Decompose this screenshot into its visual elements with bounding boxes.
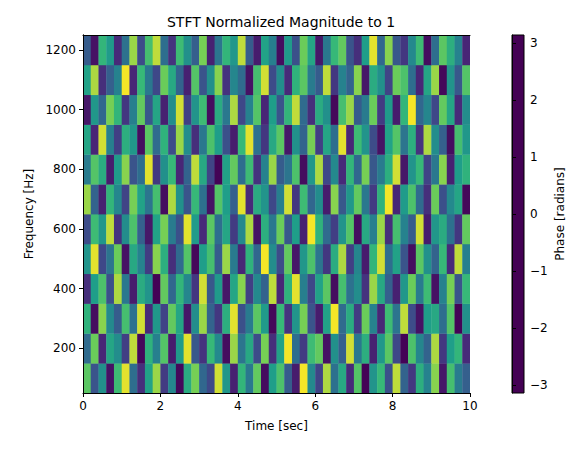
svg-text:0: 0 xyxy=(79,399,87,413)
svg-text:6: 6 xyxy=(311,399,319,413)
svg-text:0: 0 xyxy=(530,207,538,221)
svg-text:STFT Normalized Magnitude to 1: STFT Normalized Magnitude to 1 xyxy=(167,14,395,30)
svg-text:1000: 1000 xyxy=(45,103,76,117)
svg-text:200: 200 xyxy=(53,341,76,355)
svg-text:10: 10 xyxy=(462,399,477,413)
svg-text:Time [sec]: Time [sec] xyxy=(244,419,308,433)
svg-text:−3: −3 xyxy=(530,378,548,392)
svg-text:400: 400 xyxy=(53,282,76,296)
svg-text:4: 4 xyxy=(234,399,242,413)
svg-text:2: 2 xyxy=(157,399,165,413)
svg-text:1: 1 xyxy=(530,150,538,164)
svg-text:1200: 1200 xyxy=(45,43,76,57)
svg-text:600: 600 xyxy=(53,222,76,236)
svg-text:2: 2 xyxy=(530,93,538,107)
svg-text:Frequency [Hz]: Frequency [Hz] xyxy=(22,169,36,260)
svg-text:Phase [radians]: Phase [radians] xyxy=(553,167,567,260)
svg-text:800: 800 xyxy=(53,162,76,176)
svg-text:8: 8 xyxy=(389,399,397,413)
svg-text:3: 3 xyxy=(530,36,538,50)
svg-text:−2: −2 xyxy=(530,321,548,335)
svg-text:−1: −1 xyxy=(530,264,548,278)
